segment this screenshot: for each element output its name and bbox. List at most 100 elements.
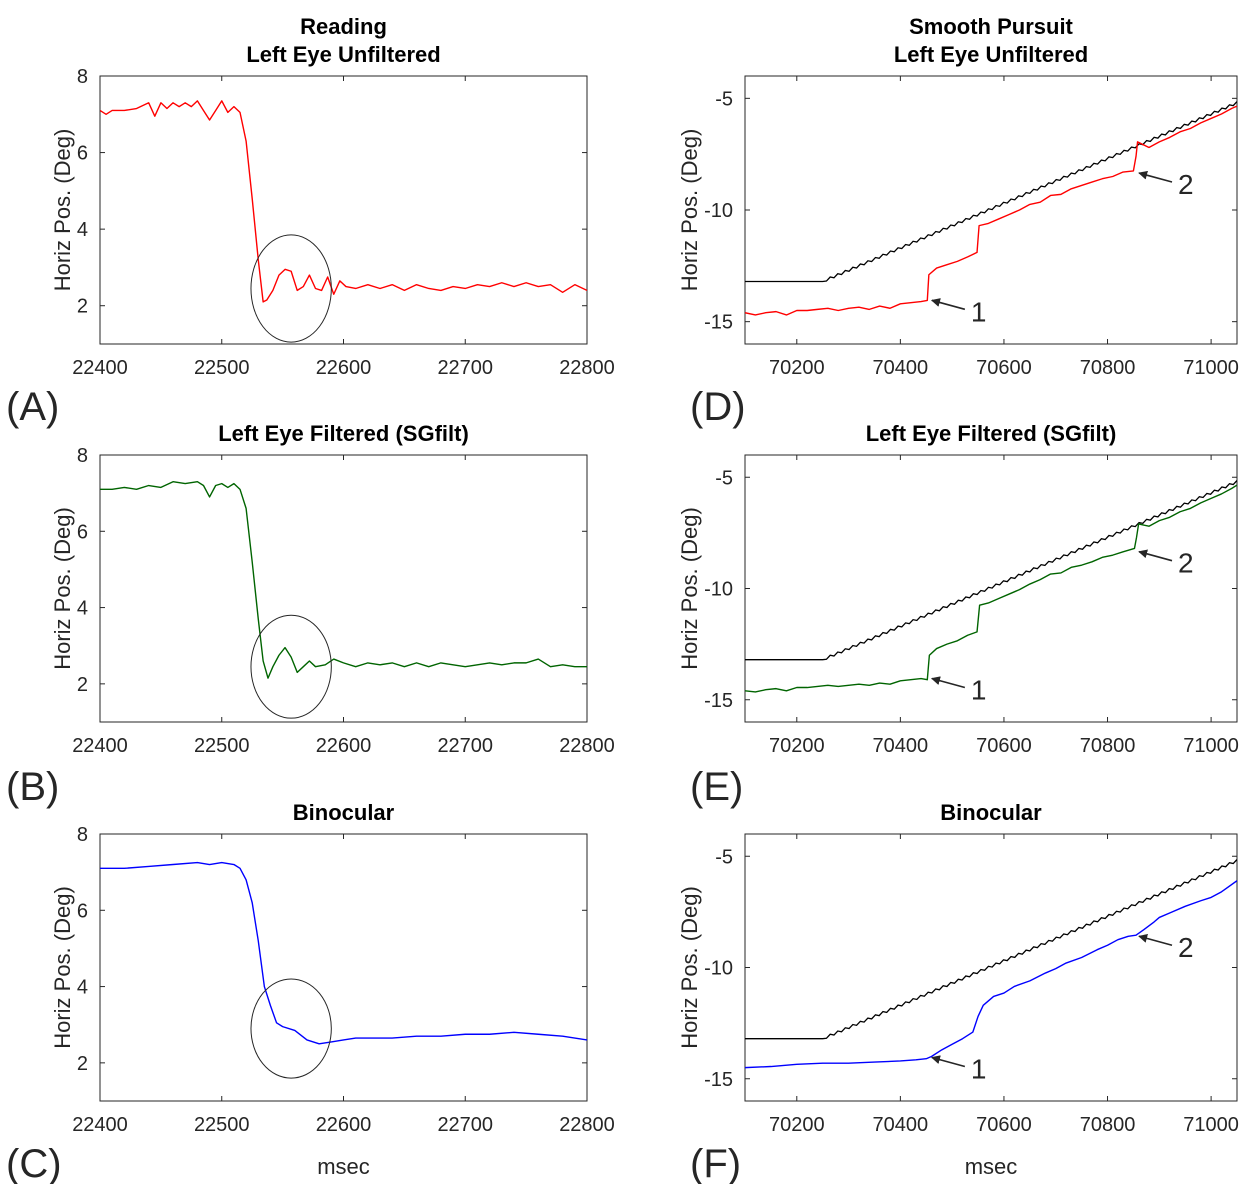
y-tick-label: -5: [715, 846, 733, 868]
target-line: [745, 101, 1237, 283]
annotation-label: 1: [971, 675, 987, 706]
chart-title: Left Eye Filtered (SGfilt): [866, 421, 1117, 446]
y-tick-label: -5: [715, 467, 733, 489]
panel-label: (E): [690, 765, 743, 809]
plot-area: [745, 480, 1237, 693]
y-tick-label: 4: [77, 598, 88, 620]
x-tick-label: 22700: [437, 357, 493, 379]
x-tick-label: 22500: [194, 357, 250, 379]
y-axis-label: Horiz Pos. (Deg): [677, 886, 702, 1049]
panel-label: (C): [6, 1142, 62, 1184]
y-tick-label: 2: [77, 674, 88, 696]
panel-label: (D): [690, 385, 746, 429]
eye-position-line: [100, 861, 587, 1045]
chart-title: Reading: [300, 14, 387, 39]
panel-label: (F): [690, 1142, 741, 1184]
y-tick-label: 8: [77, 66, 88, 88]
plot-area: [100, 481, 587, 679]
annotation-arrow: [930, 676, 966, 689]
plot-area: [100, 100, 587, 303]
eye-position-line: [100, 481, 587, 679]
x-tick-label: 22600: [316, 1114, 372, 1136]
y-tick-label: -10: [704, 200, 733, 222]
target-line: [745, 859, 1237, 1040]
y-tick-label: -15: [704, 312, 733, 334]
annotation-arrow: [1138, 549, 1173, 562]
x-tick-label: 70800: [1080, 357, 1136, 379]
chart-panel-4: Smooth Pursuit Left Eye Unfiltered 70200 70…: [677, 14, 1239, 429]
chart-title: Left Eye Filtered (SGfilt): [218, 421, 469, 446]
x-tick-label: 22400: [72, 735, 128, 757]
annotation-label: 1: [971, 296, 987, 327]
highlight-circle: [250, 978, 332, 1079]
axes-box: [744, 75, 1238, 345]
x-tick-label: 70400: [873, 1114, 929, 1136]
y-tick-label: -15: [704, 690, 733, 712]
x-tick-label: 22700: [437, 735, 493, 757]
y-tick-label: 8: [77, 445, 88, 467]
y-tick-label: -15: [704, 1069, 733, 1091]
axes-box: [99, 75, 588, 345]
x-tick-label: 70600: [976, 735, 1032, 757]
chart-title: Binocular: [940, 800, 1042, 825]
chart-panel-5: Left Eye Filtered (SGfilt) 70200 70400 7060…: [677, 421, 1239, 809]
y-axis-label: Horiz Pos. (Deg): [677, 129, 702, 292]
chart-panel-3: Binocular 22400 22500 22600 22700 22800 2 4 6 8 Ho…: [6, 800, 615, 1184]
x-tick-label: 22600: [316, 735, 372, 757]
x-tick-label: 70400: [873, 357, 929, 379]
y-tick-label: 6: [77, 900, 88, 922]
x-tick-label: 22700: [437, 1114, 493, 1136]
y-tick-label: 2: [77, 1053, 88, 1075]
annotation-arrow: [1138, 170, 1173, 183]
highlight-circle: [250, 614, 332, 719]
x-tick-label: 70200: [769, 357, 825, 379]
y-tick-label: 8: [77, 824, 88, 846]
axes-box: [99, 833, 588, 1102]
axes-box: [99, 454, 588, 723]
annotation-arrow: [1138, 934, 1173, 947]
x-tick-label: 22400: [72, 1114, 128, 1136]
x-tick-label: 71000: [1183, 357, 1239, 379]
x-tick-label: 22600: [316, 357, 372, 379]
x-tick-label: 70200: [769, 735, 825, 757]
x-tick-label: 70600: [976, 357, 1032, 379]
axes-box: [744, 833, 1238, 1102]
x-tick-label: 70800: [1080, 735, 1136, 757]
x-tick-label: 70400: [873, 735, 929, 757]
highlight-circle: [250, 234, 332, 343]
eye-position-line: [745, 484, 1237, 693]
x-tick-label: 22800: [559, 735, 615, 757]
chart-title: Smooth Pursuit: [909, 14, 1073, 39]
annotation-label: 2: [1178, 169, 1194, 200]
x-tick-label: 22800: [559, 1114, 615, 1136]
annotation-label: 2: [1178, 932, 1194, 963]
y-tick-label: -10: [704, 579, 733, 601]
panel-label: (A): [6, 385, 59, 429]
plot-area: [745, 101, 1237, 316]
y-tick-label: -5: [715, 88, 733, 110]
x-axis-label: msec: [965, 1154, 1018, 1179]
y-tick-label: -10: [704, 958, 733, 980]
eye-position-line: [745, 880, 1237, 1069]
chart-panel-1: Reading Left Eye Unfiltered 22400 22500 2260…: [6, 14, 615, 429]
annotation-arrow: [930, 298, 966, 311]
eye-position-line: [100, 100, 587, 303]
y-tick-label: 6: [77, 143, 88, 165]
x-tick-label: 70800: [1080, 1114, 1136, 1136]
axes-box: [744, 454, 1238, 723]
x-tick-label: 22500: [194, 735, 250, 757]
x-tick-label: 22800: [559, 357, 615, 379]
panel-label: (B): [6, 765, 59, 809]
x-tick-label: 71000: [1183, 1114, 1239, 1136]
y-tick-label: 2: [77, 296, 88, 318]
chart-title: Left Eye Unfiltered: [246, 42, 440, 67]
plot-area: [745, 859, 1237, 1069]
y-tick-label: 4: [77, 977, 88, 999]
y-axis-label: Horiz Pos. (Deg): [50, 886, 75, 1049]
x-tick-label: 70200: [769, 1114, 825, 1136]
chart-title: Binocular: [293, 800, 395, 825]
x-tick-label: 22500: [194, 1114, 250, 1136]
y-tick-label: 4: [77, 219, 88, 241]
y-tick-label: 6: [77, 521, 88, 543]
